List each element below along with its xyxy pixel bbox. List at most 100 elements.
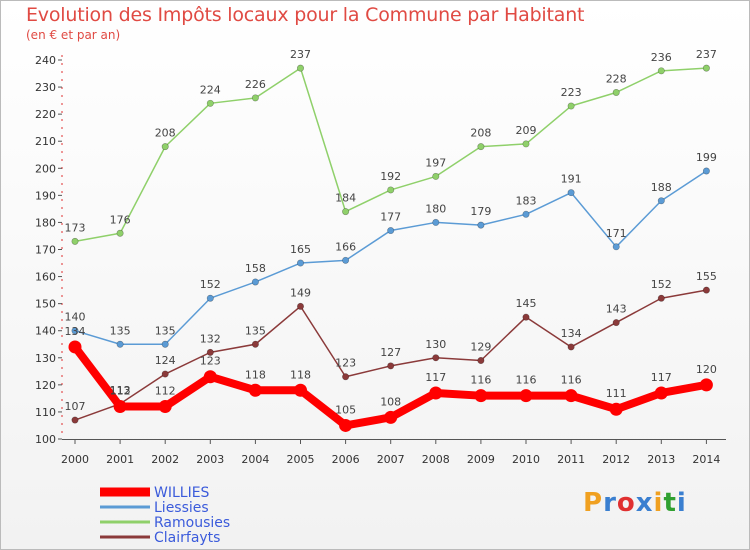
data-label-willies: 117 — [651, 371, 672, 384]
series-lines — [68, 64, 713, 432]
data-point-willies — [203, 370, 217, 384]
data-point-willies — [564, 389, 578, 403]
x-tick-label: 2009 — [467, 453, 495, 466]
logo-letter: t — [663, 488, 677, 518]
x-tick-label: 2004 — [241, 453, 269, 466]
x-tick-label: 2007 — [377, 453, 405, 466]
data-label-willies: 111 — [606, 387, 627, 400]
logo-letter: o — [616, 488, 636, 518]
data-label-liessies: 188 — [651, 181, 672, 194]
chart-title: Evolution des Impôts locaux pour la Comm… — [26, 4, 585, 26]
data-label-willies: 120 — [696, 363, 717, 376]
data-label-liessies: 166 — [335, 240, 356, 253]
data-label-clairfayts: 123 — [335, 357, 356, 370]
data-point-liessies — [702, 167, 710, 175]
data-point-liessies — [477, 221, 485, 229]
data-point-clairfayts — [702, 286, 710, 294]
data-label-clairfayts: 130 — [425, 338, 446, 351]
legend-label-willies: WILLIES — [154, 485, 210, 501]
data-label-liessies: 199 — [696, 151, 717, 164]
data-point-ramousies — [702, 64, 710, 72]
x-tick-label: 2000 — [61, 453, 89, 466]
data-point-ramousies — [116, 229, 124, 237]
data-point-willies — [654, 386, 668, 400]
data-label-willies: 105 — [335, 403, 356, 416]
data-label-ramousies: 223 — [561, 86, 582, 99]
x-tick-label: 2002 — [151, 453, 179, 466]
x-tick-label: 2013 — [647, 453, 675, 466]
data-label-liessies: 183 — [516, 194, 537, 207]
legend-label-clairfayts: Clairfayts — [154, 530, 220, 546]
data-label-clairfayts: 124 — [155, 354, 176, 367]
legend-label-ramousies: Ramousies — [154, 515, 230, 531]
data-point-willies — [384, 410, 398, 424]
data-label-liessies: 140 — [65, 311, 86, 324]
data-point-liessies — [342, 256, 350, 264]
data-label-ramousies: 173 — [65, 221, 86, 234]
data-point-willies — [294, 383, 307, 397]
data-label-clairfayts: 135 — [245, 324, 266, 337]
data-point-clairfayts — [387, 362, 395, 370]
logo-letter: i — [676, 488, 687, 518]
data-label-liessies: 152 — [200, 278, 221, 291]
logo-letter: x — [635, 488, 654, 518]
value-labels: 140 135 135 152 158 165 166 177 180 179 183 191 171 1… — [65, 48, 717, 416]
x-tick-label: 2011 — [557, 453, 585, 466]
data-label-clairfayts: 127 — [380, 346, 401, 359]
data-label-willies: 112 — [110, 385, 131, 398]
x-tick-label: 2001 — [106, 453, 134, 466]
data-point-liessies — [116, 340, 124, 348]
data-point-willies — [339, 418, 353, 432]
data-label-clairfayts: 143 — [606, 303, 627, 316]
y-tick-label: 110 — [35, 406, 56, 419]
data-point-clairfayts — [522, 313, 530, 321]
data-point-clairfayts — [567, 343, 575, 351]
y-tick-label: 140 — [35, 325, 56, 338]
data-label-willies: 116 — [561, 374, 582, 387]
series-line-liessies — [74, 170, 708, 345]
data-point-ramousies — [161, 143, 169, 151]
data-label-clairfayts: 129 — [470, 340, 491, 353]
x-tick-label: 2008 — [422, 453, 450, 466]
data-label-willies: 118 — [290, 368, 311, 381]
data-label-ramousies: 197 — [425, 156, 446, 169]
data-point-willies — [474, 389, 488, 403]
data-label-ramousies: 226 — [245, 78, 266, 91]
y-tick-label: 130 — [35, 352, 56, 365]
data-point-clairfayts — [206, 348, 214, 356]
data-point-liessies — [206, 294, 214, 302]
data-point-ramousies — [612, 88, 620, 96]
x-tick-label: 2006 — [332, 453, 360, 466]
axes: 100 110 120 130 140 150 160 170 180 190 200 210 220 2… — [35, 54, 726, 466]
data-point-willies — [519, 389, 533, 403]
data-point-willies — [609, 402, 623, 416]
x-tick-label: 2003 — [196, 453, 224, 466]
x-tick-label: 2005 — [287, 453, 315, 466]
data-label-clairfayts: 132 — [200, 332, 221, 345]
data-point-willies — [158, 400, 172, 414]
data-label-ramousies: 209 — [516, 124, 537, 137]
chart-subtitle: (en € et par an) — [26, 28, 121, 42]
data-label-ramousies: 237 — [696, 48, 717, 61]
y-tick-label: 220 — [35, 108, 56, 121]
y-tick-label: 180 — [35, 216, 56, 229]
data-label-clairfayts: 134 — [561, 327, 582, 340]
y-tick-label: 170 — [35, 244, 56, 257]
data-point-clairfayts — [251, 340, 259, 348]
data-point-liessies — [71, 327, 79, 335]
data-point-liessies — [432, 218, 440, 226]
data-label-liessies: 158 — [245, 262, 266, 275]
data-point-liessies — [251, 278, 259, 286]
data-point-ramousies — [342, 208, 350, 216]
data-label-liessies: 135 — [155, 324, 176, 337]
data-label-clairfayts: 155 — [696, 270, 717, 283]
data-label-clairfayts: 149 — [290, 286, 311, 299]
y-tick-label: 230 — [35, 81, 56, 94]
data-point-liessies — [387, 227, 395, 235]
y-tick-label: 210 — [35, 135, 56, 148]
data-point-ramousies — [567, 102, 575, 110]
data-label-willies: 117 — [425, 371, 446, 384]
data-label-willies: 134 — [65, 325, 86, 338]
logo-letter: i — [653, 488, 664, 518]
